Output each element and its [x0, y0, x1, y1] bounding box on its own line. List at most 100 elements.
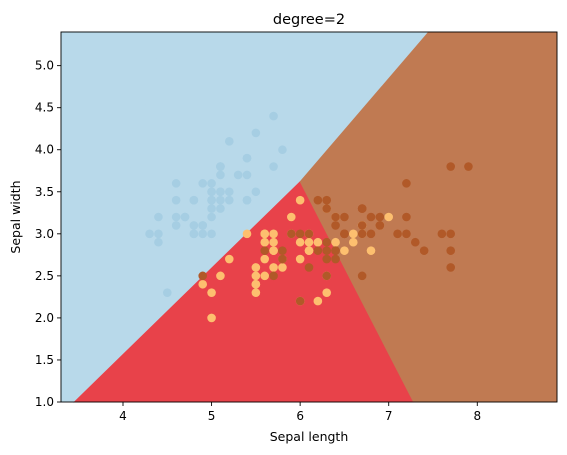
data-point-s0-36	[251, 187, 261, 197]
data-point-s2-43	[366, 212, 376, 222]
data-point-s2-5	[437, 229, 447, 239]
data-point-s1-10	[207, 313, 216, 323]
data-point-s1-3	[251, 288, 261, 297]
data-point-s1-19	[260, 271, 270, 281]
data-point-s2-47	[340, 229, 349, 239]
data-point-s0-47	[171, 212, 181, 222]
y-tick-label-5: 3.5	[35, 185, 54, 199]
data-point-s0-23	[216, 204, 225, 213]
data-point-s2-36	[322, 195, 332, 205]
data-point-s2-7	[410, 237, 420, 247]
data-point-s1-4	[340, 246, 349, 255]
data-point-s0-26	[207, 195, 216, 205]
x-tick-label-0: 4	[119, 409, 127, 423]
data-point-s0-30	[189, 221, 199, 230]
data-point-s0-39	[216, 195, 225, 205]
data-point-s2-23	[322, 254, 332, 264]
y-axis: 1.0 1.5 2.0 2.5 3.0 3.5 4.0 4.5 5.0	[35, 59, 61, 409]
data-point-s2-12	[366, 229, 376, 239]
x-axis-label: Sepal length	[270, 429, 349, 444]
data-point-s2-38	[295, 229, 305, 239]
data-point-s0-42	[154, 212, 163, 222]
data-point-s1-37	[322, 288, 332, 297]
data-point-s0-8	[154, 237, 163, 247]
data-point-s0-15	[269, 111, 278, 121]
data-point-s1-48	[216, 271, 225, 281]
data-point-s0-38	[154, 229, 163, 239]
data-point-s1-13	[304, 237, 314, 247]
data-point-s2-14	[278, 246, 287, 255]
data-point-s2-41	[375, 221, 385, 230]
data-point-s1-28	[295, 237, 305, 247]
y-tick-label-6: 4.0	[35, 143, 54, 157]
y-tick-label-4: 3.0	[35, 227, 54, 241]
data-point-s1-14	[260, 237, 270, 247]
data-point-s2-40	[357, 221, 367, 230]
data-point-s1-40	[251, 263, 261, 272]
decision-regions	[60, 31, 558, 404]
data-point-s2-27	[304, 229, 314, 239]
data-point-s1-33	[295, 254, 305, 264]
data-point-s2-15	[331, 212, 340, 222]
data-point-s0-45	[189, 229, 199, 239]
data-point-s2-11	[331, 254, 340, 264]
data-point-s2-30	[419, 246, 429, 255]
data-point-s0-1	[198, 229, 208, 239]
data-point-s2-0	[322, 204, 332, 213]
data-point-s2-20	[375, 212, 385, 222]
data-point-s2-29	[402, 229, 411, 239]
y-axis-label: Sepal width	[8, 180, 23, 253]
data-point-s2-6	[198, 271, 208, 281]
data-point-s1-20	[286, 212, 296, 222]
data-point-s0-16	[242, 153, 252, 163]
data-point-s0-31	[242, 195, 252, 205]
data-point-s2-42	[278, 254, 287, 264]
data-point-s2-44	[357, 204, 367, 213]
data-point-s2-48	[313, 195, 323, 205]
data-point-s1-34	[242, 229, 252, 239]
data-point-s1-46	[269, 237, 278, 247]
data-point-s0-13	[145, 229, 154, 239]
data-point-s1-39	[251, 271, 261, 281]
y-tick-label-0: 1.0	[35, 395, 54, 409]
data-point-s2-2	[393, 229, 402, 239]
y-tick-label-1: 1.5	[35, 353, 54, 367]
data-point-s1-49	[269, 246, 278, 255]
data-point-s0-10	[242, 170, 252, 180]
data-point-s1-44	[260, 254, 270, 264]
data-point-s1-8	[348, 237, 358, 247]
data-point-s2-45	[357, 229, 367, 239]
data-point-s1-24	[331, 237, 340, 247]
data-point-s0-43	[207, 187, 216, 197]
x-tick-label-4: 8	[473, 409, 481, 423]
data-point-s2-49	[286, 229, 296, 239]
data-point-s0-34	[198, 221, 208, 230]
y-tick-label-3: 2.5	[35, 269, 54, 283]
data-point-s1-42	[278, 263, 287, 272]
y-tick-label-8: 5.0	[35, 59, 54, 73]
y-tick-label-2: 2.0	[35, 311, 54, 325]
plot-frame	[60, 31, 558, 403]
data-point-s0-48	[233, 170, 243, 180]
data-point-s0-29	[180, 212, 190, 222]
data-point-s2-37	[331, 221, 340, 230]
y-tick-label-7: 4.5	[35, 101, 54, 115]
data-point-s2-8	[357, 271, 367, 281]
data-point-s0-3	[171, 221, 181, 230]
data-point-s1-45	[269, 229, 278, 239]
x-tick-label-1: 5	[208, 409, 216, 423]
data-point-s0-18	[269, 162, 278, 171]
data-point-s2-32	[331, 246, 340, 255]
data-point-s2-25	[402, 212, 411, 222]
data-point-s1-0	[384, 212, 394, 222]
data-point-s1-31	[251, 279, 261, 289]
data-point-s1-43	[207, 288, 216, 297]
data-point-s2-19	[295, 296, 305, 306]
data-point-s2-17	[446, 162, 456, 171]
data-point-s0-35	[207, 212, 216, 222]
data-point-s2-35	[446, 229, 456, 239]
chart-title: degree=2	[273, 12, 345, 28]
scatter-points	[145, 111, 473, 323]
data-point-s1-18	[313, 296, 323, 306]
data-point-s2-3	[322, 237, 332, 247]
